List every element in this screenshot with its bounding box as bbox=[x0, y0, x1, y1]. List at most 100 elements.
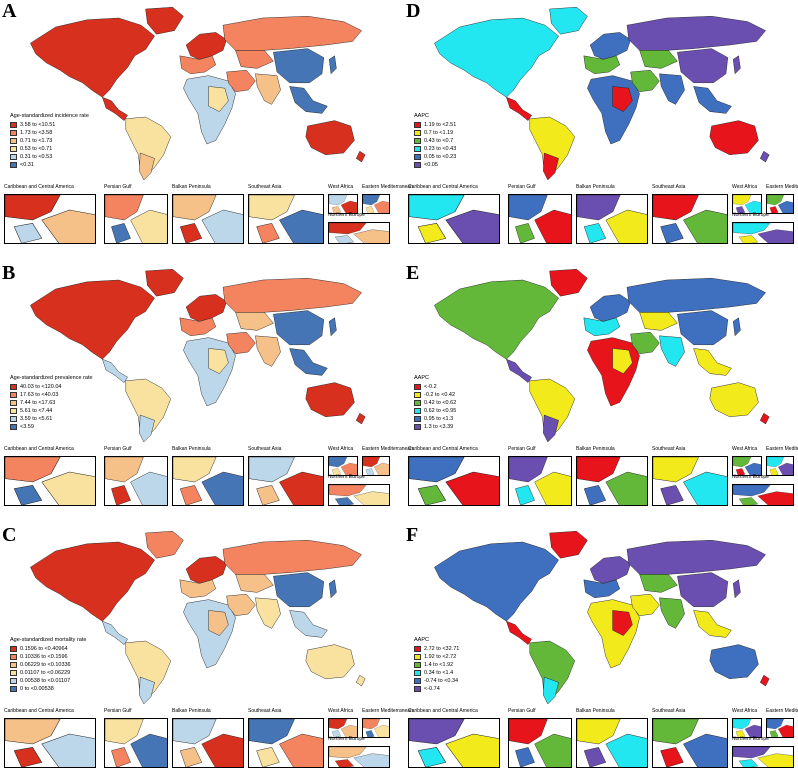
region-na bbox=[30, 280, 154, 359]
inset-region bbox=[683, 210, 728, 244]
inset-title-southeast-asia: Southeast Asia bbox=[248, 184, 281, 190]
legend-swatch bbox=[414, 162, 421, 168]
map-panel-a: A Age-standardized incidence rate 3.58 to … bbox=[0, 0, 392, 256]
legend-title: Age-standardized prevalence rate bbox=[10, 374, 93, 382]
legend-row: <-0.74 bbox=[414, 685, 459, 693]
inset-region bbox=[446, 734, 500, 768]
inset-map-northern-europe bbox=[732, 746, 794, 768]
legend-row: 0.95 to <1.3 bbox=[414, 415, 456, 423]
legend-row: -0.74 to <0.34 bbox=[414, 677, 459, 685]
region-na bbox=[30, 18, 154, 97]
legend-row: 1.92 to <2.72 bbox=[414, 653, 459, 661]
legend-row: 0.62 to <0.95 bbox=[414, 407, 456, 415]
inset-region bbox=[111, 223, 130, 243]
region-ca bbox=[506, 621, 531, 644]
inset-region bbox=[111, 747, 130, 767]
inset-map-balkan bbox=[576, 718, 648, 768]
inset-title-caribbean: Caribbean and Central America bbox=[4, 446, 74, 452]
inset-region bbox=[606, 734, 648, 768]
inset-region bbox=[257, 223, 280, 243]
inset-title-caribbean: Caribbean and Central America bbox=[408, 708, 478, 714]
region-ca bbox=[506, 97, 531, 120]
region-na bbox=[434, 542, 558, 621]
inset-region bbox=[354, 754, 390, 768]
region-au bbox=[306, 383, 355, 417]
legend-row: 0.05 to <0.23 bbox=[414, 153, 456, 161]
legend-label: 0.00538 to <0.01107 bbox=[20, 677, 70, 685]
legend-swatch bbox=[414, 678, 421, 684]
inset-region bbox=[257, 485, 280, 505]
inset-title-northern-europe: Northern Europe bbox=[328, 736, 365, 742]
legend-swatch bbox=[414, 122, 421, 128]
legend-swatch bbox=[414, 138, 421, 144]
inset-region bbox=[584, 485, 606, 505]
inset-map-balkan bbox=[576, 194, 648, 244]
legend-label: 0 to <0.00538 bbox=[20, 685, 54, 693]
inset-title-balkan: Balkan Peninsula bbox=[172, 708, 211, 714]
inset-map-northern-europe bbox=[328, 484, 390, 506]
region-in bbox=[255, 74, 280, 105]
region-na bbox=[30, 542, 154, 621]
inset-map-southeast-asia bbox=[652, 718, 728, 768]
inset-region bbox=[374, 463, 390, 476]
inset-region bbox=[418, 747, 446, 767]
map-panel-f: F AAPC 2.72 to <32.71 1.92 to <2.72 1.4 to <… bbox=[404, 524, 796, 780]
legend-label: -0.2 to <0.42 bbox=[424, 391, 455, 399]
region-na bbox=[434, 280, 558, 359]
inset-title-west-africa: West Africa bbox=[732, 184, 757, 190]
region-ch bbox=[273, 573, 323, 607]
inset-region bbox=[515, 485, 534, 505]
inset-region bbox=[683, 472, 728, 506]
inset-title-southeast-asia: Southeast Asia bbox=[652, 446, 685, 452]
region-ch bbox=[273, 49, 323, 83]
world-map bbox=[404, 0, 796, 180]
legend-swatch bbox=[10, 670, 17, 676]
inset-title-southeast-asia: Southeast Asia bbox=[248, 446, 281, 452]
legend-label: 0.53 to <0.71 bbox=[20, 145, 52, 153]
inset-region bbox=[770, 468, 778, 476]
region-nz bbox=[356, 151, 365, 162]
inset-title-caribbean: Caribbean and Central America bbox=[4, 708, 74, 714]
inset-map-persian-gulf bbox=[508, 456, 572, 506]
inset-region bbox=[515, 747, 534, 767]
inset-title-southeast-asia: Southeast Asia bbox=[248, 708, 281, 714]
inset-title-persian-gulf: Persian Gulf bbox=[508, 184, 536, 190]
legend-swatch bbox=[414, 400, 421, 406]
legend-row: <0.05 bbox=[414, 161, 456, 169]
inset-map-west-africa bbox=[732, 456, 762, 476]
inset-region bbox=[202, 734, 244, 768]
inset-map-caribbean bbox=[4, 718, 96, 768]
legend-swatch bbox=[414, 424, 421, 430]
legend-label: 1.92 to <2.72 bbox=[424, 653, 456, 661]
inset-title-balkan: Balkan Peninsula bbox=[576, 446, 615, 452]
legend-swatch bbox=[414, 392, 421, 398]
region-ru bbox=[223, 16, 362, 50]
legend-swatch bbox=[10, 646, 17, 652]
inset-region bbox=[661, 747, 684, 767]
inset-map-west-africa bbox=[328, 194, 358, 214]
inset-map-west-africa bbox=[328, 456, 358, 476]
inset-map-persian-gulf bbox=[508, 194, 572, 244]
inset-map-northern-europe bbox=[732, 484, 794, 506]
legend-label: 0.95 to <1.3 bbox=[424, 415, 453, 423]
region-in bbox=[255, 598, 280, 629]
region-ch bbox=[677, 311, 727, 345]
region-jp bbox=[733, 580, 740, 598]
inset-region bbox=[111, 485, 130, 505]
legend-row: 5.61 to <7.44 bbox=[10, 407, 93, 415]
inset-title-balkan: Balkan Peninsula bbox=[576, 708, 615, 714]
legend-label: -0.74 to <0.34 bbox=[424, 677, 458, 685]
legend-swatch bbox=[10, 146, 17, 152]
inset-title-balkan: Balkan Peninsula bbox=[576, 184, 615, 190]
legend-row: 0.31 to <0.53 bbox=[10, 153, 89, 161]
inset-region bbox=[354, 230, 390, 244]
legend-label: <0.31 bbox=[20, 161, 34, 169]
inset-map-balkan bbox=[172, 718, 244, 768]
region-af bbox=[587, 338, 639, 406]
region-eu bbox=[590, 294, 631, 321]
inset-region bbox=[366, 206, 374, 214]
map-panel-c: C Age-standardized mortality rate 0.1596 t… bbox=[0, 524, 392, 780]
legend-swatch bbox=[414, 416, 421, 422]
legend-row: 3.58 to <10.51 bbox=[10, 121, 89, 129]
region-ca bbox=[102, 97, 127, 120]
